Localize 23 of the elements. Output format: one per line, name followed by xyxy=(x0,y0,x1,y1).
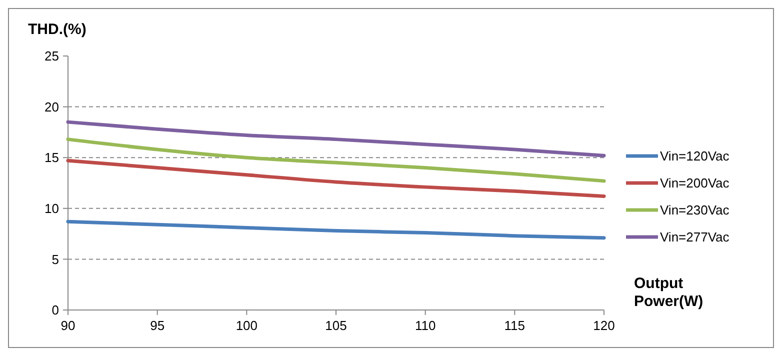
x-tick-label: 95 xyxy=(150,318,165,333)
line-series xyxy=(66,120,606,158)
legend-label: Vin=230Vac xyxy=(660,202,730,218)
x-tick-label: 120 xyxy=(593,318,615,333)
legend-label: Vin=120Vac xyxy=(660,148,730,164)
legend-label: Vin=200Vac xyxy=(660,176,730,191)
x-tick-label: 100 xyxy=(236,318,258,333)
legend-label: Vin=277Vac xyxy=(660,230,730,245)
y-axis-title: THD.(%) xyxy=(28,21,86,38)
y-tick-label: 0 xyxy=(52,302,59,318)
x-tick-label: 110 xyxy=(414,318,436,333)
x-axis-title: Output Power(W) xyxy=(634,275,704,310)
line-series xyxy=(66,138,606,183)
y-tick-label: 10 xyxy=(44,200,59,216)
y-tick-label: 20 xyxy=(44,99,59,114)
y-tick-label: 25 xyxy=(44,48,59,64)
x-tick-label: 105 xyxy=(325,318,347,333)
y-tick-label: 15 xyxy=(44,150,59,166)
x-tick-label: 90 xyxy=(60,318,76,333)
line-series xyxy=(66,158,606,198)
line-series xyxy=(66,220,606,240)
x-tick-label: 115 xyxy=(504,318,526,333)
y-tick-label: 5 xyxy=(52,252,59,267)
